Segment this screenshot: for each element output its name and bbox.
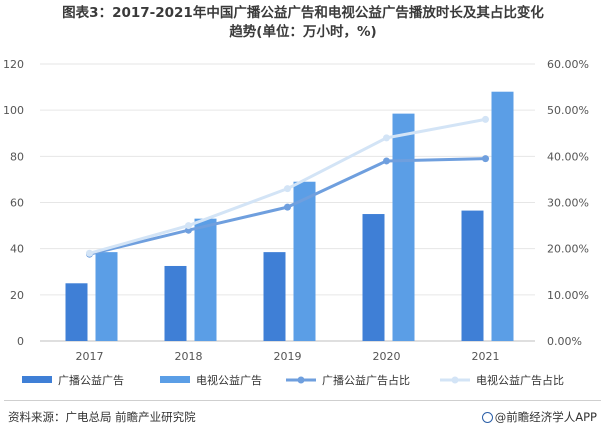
bar [392,113,415,341]
y-right-tick-label: 40.00% [547,150,589,163]
footer-divider [4,400,601,401]
chart-title-line1: 图表3：2017-2021年中国广播公益广告和电视公益广告播放时长及其占比变化 [62,5,544,21]
chart-title-line2: 趋势(单位：万小时，%) [229,24,377,40]
line-point [284,203,291,211]
bar [491,91,514,341]
line-point [482,115,489,123]
legend-label: 广播公益广告占比 [322,373,410,387]
bar [263,252,286,341]
chart-title: 图表3：2017-2021年中国广播公益广告和电视公益广告播放时长及其占比变化 … [8,4,598,42]
y-left-tick-label: 40 [10,243,24,256]
line-point [482,155,489,163]
y-left-tick-label: 80 [10,150,24,163]
chart-canvas: 0 20 40 60 80 100 120 0.00% 10.00% 20.00% 30.00% 40… [3,58,589,387]
x-tick-label: 2021 [472,350,500,363]
x-tick-label: 2019 [274,350,302,363]
bar [194,218,217,341]
bar [293,181,316,341]
bar [164,265,187,341]
legend-marker [451,376,459,384]
x-tick-label: 2017 [76,350,104,363]
legend-marker [297,376,305,384]
y-left-tick-label: 60 [10,197,24,210]
y-right-tick-label: 0.00% [547,335,582,348]
y-right-tick-label: 60.00% [547,58,589,71]
legend-swatch [22,376,52,383]
bar [65,283,88,341]
y-right-tick-label: 50.00% [547,104,589,117]
brand-text: @前瞻经济学人APP [494,410,597,424]
y-right-tick-label: 30.00% [547,197,589,210]
y-left-tick-label: 120 [3,58,24,71]
line-point [284,185,291,193]
legend-label: 广播公益广告 [58,373,124,387]
legend-label: 电视公益广告占比 [476,373,564,387]
y-left-tick-label: 100 [3,104,24,117]
bar [362,214,385,341]
bar [95,252,118,341]
brand-logo-icon [481,412,493,423]
bar [461,210,484,341]
x-tick-label: 2018 [175,350,203,363]
line-point [383,157,390,165]
line-point [86,249,93,257]
legend-swatch [160,376,190,383]
footer: 资料来源：广电总局 前瞻产业研究院 @前瞻经济学人APP [4,407,601,427]
line-point [383,134,390,142]
line-point [185,222,192,230]
y-right-tick-label: 10.00% [547,289,589,302]
legend-label: 电视公益广告 [196,373,262,387]
brand-label: @前瞻经济学人APP [481,409,597,425]
x-tick-label: 2020 [373,350,401,363]
y-right-tick-label: 20.00% [547,243,589,256]
y-left-tick-label: 0 [17,335,24,348]
y-left-tick-label: 20 [10,289,24,302]
source-note: 资料来源：广电总局 前瞻产业研究院 [8,410,196,424]
